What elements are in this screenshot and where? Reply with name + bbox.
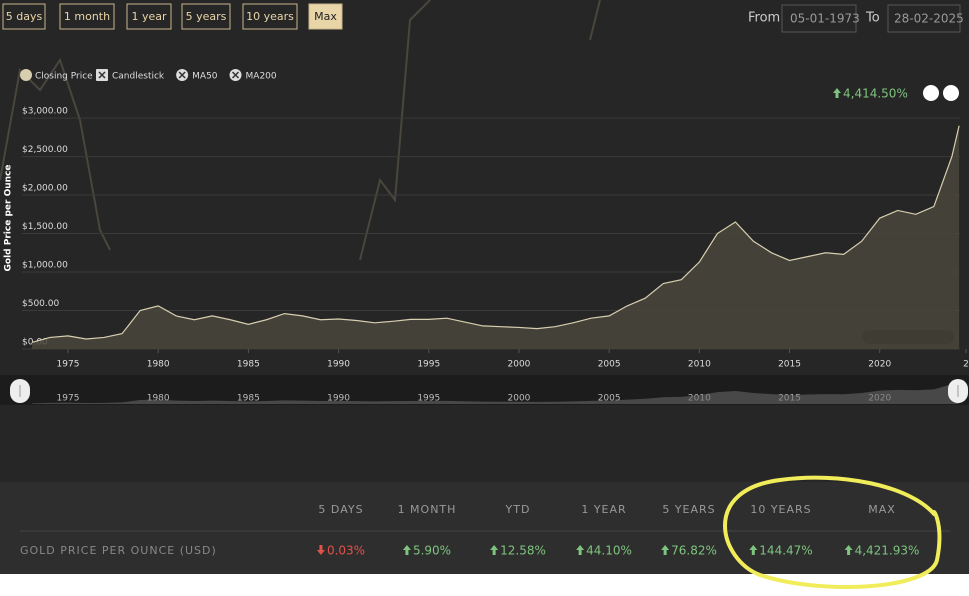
arrow-up [490, 545, 499, 555]
range-button[interactable] [126, 3, 172, 30]
arrow-up [402, 545, 411, 555]
arrow-up [749, 545, 758, 555]
background-decoration [0, 0, 601, 261]
change-value: 44.10% [586, 544, 632, 558]
edit-button[interactable] [923, 85, 939, 101]
toggle-cross[interactable] [98, 71, 106, 79]
from-input[interactable] [781, 4, 857, 33]
legend-icon[interactable] [20, 69, 32, 81]
change-value: 76.82% [671, 544, 717, 558]
row-label: GOLD PRICE PER OUNCE (USD) [20, 544, 217, 557]
change-value: 0.03% [327, 544, 365, 558]
toggle-cross[interactable] [178, 71, 186, 79]
x-tick-label: 1980 [147, 360, 170, 370]
range-button[interactable] [181, 3, 231, 30]
toggle-label[interactable]: MA200 [246, 72, 277, 82]
range-label[interactable]: 1 month [64, 10, 110, 23]
navigator-tick-label: 2005 [598, 394, 621, 404]
change-value: 5.90% [413, 544, 451, 558]
arrow-up [844, 545, 853, 555]
from-value: 05-01-1973 [790, 12, 860, 26]
change-value: 4,414.50% [843, 87, 908, 101]
annotation-ellipse [723, 475, 942, 589]
to-label: To [865, 11, 880, 26]
from-label: From [748, 11, 780, 26]
arrow-up [576, 545, 585, 555]
range-button[interactable] [242, 3, 298, 30]
y-tick-label: $2,500.00 [22, 145, 68, 155]
arrow-down [316, 545, 325, 555]
x-tick-label: 2015 [778, 360, 801, 370]
area-fill [31, 125, 960, 350]
x-tick-label: 1985 [237, 360, 260, 370]
navigator-tick-label: 1990 [327, 394, 350, 404]
share-button[interactable] [943, 85, 959, 101]
x-tick-label: 1995 [417, 360, 440, 370]
range-button[interactable] [308, 3, 343, 30]
x-tick-label: 2010 [688, 360, 711, 370]
y-tick-label: $1,000.00 [22, 261, 68, 271]
column-header: 5 YEARS [662, 503, 715, 516]
arrow-up [661, 545, 670, 555]
x-tick-label: 1990 [327, 360, 350, 370]
legend-label[interactable]: Closing Price [35, 72, 93, 82]
navigator-tick-label: 1985 [237, 394, 260, 404]
change-value: 144.47% [759, 544, 812, 558]
y-tick-label: $500.00 [22, 299, 59, 309]
price-line [31, 125, 960, 344]
x-tick-label: 2 [963, 360, 969, 370]
column-header: 1 YEAR [581, 503, 626, 516]
y-tick-label: $2,000.00 [22, 184, 68, 194]
to-input[interactable] [887, 4, 961, 33]
column-header: 1 MONTH [398, 503, 457, 516]
x-tick-label: 1975 [57, 360, 80, 370]
navigator-tick-label: 1995 [417, 394, 440, 404]
range-button[interactable] [2, 3, 46, 30]
x-tick-label: 2000 [508, 360, 531, 370]
x-tick-label: 2005 [598, 360, 621, 370]
column-header: MAX [868, 503, 896, 516]
range-label[interactable]: 1 year [131, 10, 167, 23]
range-label[interactable]: 10 years [246, 10, 294, 23]
arrow-up [833, 88, 841, 98]
y-tick-label: $1,500.00 [22, 222, 68, 232]
range-label[interactable]: 5 years [186, 10, 227, 23]
navigator-tick-label: 1975 [57, 394, 80, 404]
y-tick-label: $3,000.00 [22, 107, 68, 117]
table-panel [0, 482, 969, 574]
column-header: YTD [505, 503, 531, 516]
range-button[interactable] [59, 3, 115, 30]
y-axis-label: Gold Price per Ounce [4, 165, 14, 272]
toggle-label[interactable]: Candlestick [112, 72, 165, 82]
change-value: 4,421.93% [855, 544, 920, 558]
navigator-area [31, 381, 960, 404]
navigator-tick-label: 2000 [508, 394, 531, 404]
range-label[interactable]: Max [314, 10, 337, 23]
column-header: 5 DAYS [318, 503, 363, 516]
toggle-cross[interactable] [231, 71, 240, 79]
x-tick-label: 2020 [868, 360, 891, 370]
column-header: 10 YEARS [750, 503, 811, 516]
to-value: 28-02-2025 [894, 12, 964, 26]
range-label[interactable]: 5 days [6, 10, 43, 23]
toggle-label[interactable]: MA50 [192, 72, 218, 82]
navigator-tick-label: 1980 [147, 394, 170, 404]
change-value: 12.58% [500, 544, 546, 558]
